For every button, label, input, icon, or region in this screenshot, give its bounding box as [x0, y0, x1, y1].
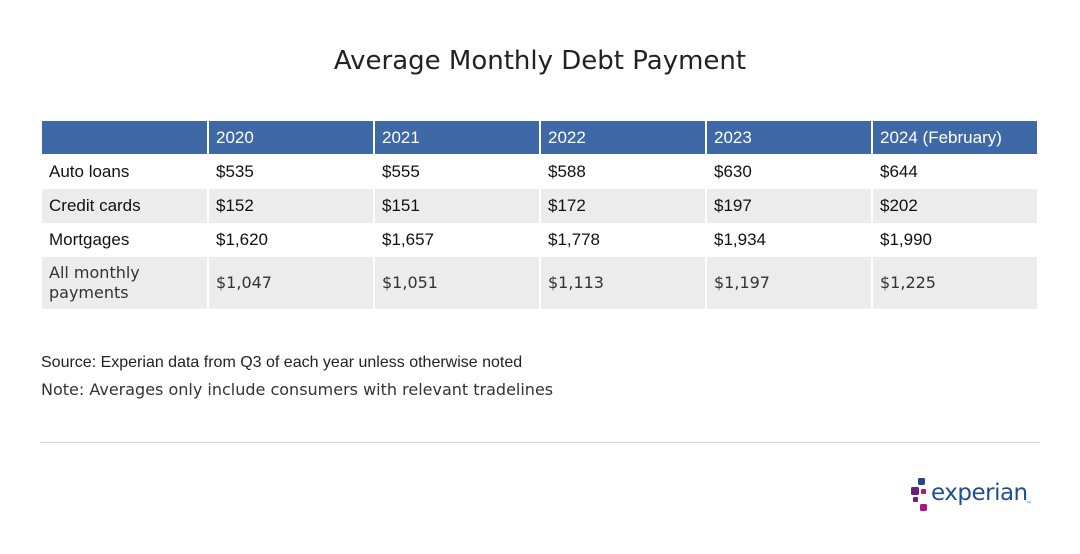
divider — [40, 442, 1040, 443]
table-cell: $1,051 — [375, 257, 539, 309]
table-cell: $1,657 — [382, 230, 434, 249]
table-cell: $1,047 — [209, 257, 373, 309]
table-cell: $1,225 — [873, 257, 1037, 309]
table-cell: $555 — [382, 162, 420, 181]
table-cell: $1,197 — [707, 257, 871, 309]
experian-logo-mark-icon — [911, 478, 927, 511]
table-cell: $151 — [375, 189, 539, 223]
trademark-symbol: ™ — [1026, 501, 1032, 508]
table-cell: $535 — [216, 162, 254, 181]
chart-title: Average Monthly Debt Payment — [333, 46, 747, 76]
table-row: Mortgages $1,620 $1,657 $1,778 $1,934 $1… — [42, 223, 1037, 257]
row-label: Auto loans — [49, 162, 130, 181]
experian-logo: experian ™ — [911, 477, 1041, 521]
column-header-2020: 2020 — [209, 121, 373, 155]
table-cell: $1,113 — [541, 257, 705, 309]
header-corner-cell — [42, 121, 207, 155]
source-note: Source: Experian data from Q3 of each ye… — [41, 354, 523, 371]
table-cell: $1,778 — [548, 230, 600, 249]
table-cell: $197 — [707, 189, 871, 223]
table-cell: $1,990 — [880, 230, 932, 249]
table-cell: $1,620 — [216, 230, 268, 249]
table-cell: $202 — [873, 189, 1037, 223]
table-cell: $172 — [541, 189, 705, 223]
table-row: Auto loans $535 $555 $588 $630 $644 — [42, 155, 1037, 189]
table-row: All monthly payments $1,047 $1,051 $1,11… — [42, 257, 1037, 309]
table-row: Credit cards $152 $151 $172 $197 $202 — [42, 189, 1037, 223]
experian-logo-text: experian — [931, 480, 1028, 506]
table-cell: $1,934 — [714, 230, 766, 249]
row-label: Credit cards — [42, 189, 207, 223]
table-cell: $644 — [880, 162, 918, 181]
column-header-2024: 2024 (February) — [873, 121, 1037, 155]
column-header-2022: 2022 — [541, 121, 705, 155]
debt-payment-table: 2020 2021 2022 2023 2024 (February) Auto… — [40, 121, 1039, 309]
table-cell: $630 — [714, 162, 752, 181]
row-label: Mortgages — [49, 230, 130, 249]
table-header-row: 2020 2021 2022 2023 2024 (February) — [42, 121, 1037, 155]
row-label: All monthly payments — [42, 257, 207, 309]
column-header-2023: 2023 — [707, 121, 871, 155]
column-header-2021: 2021 — [375, 121, 539, 155]
averages-note: Note: Averages only include consumers wi… — [41, 380, 554, 399]
table-cell: $588 — [548, 162, 586, 181]
table-cell: $152 — [209, 189, 373, 223]
